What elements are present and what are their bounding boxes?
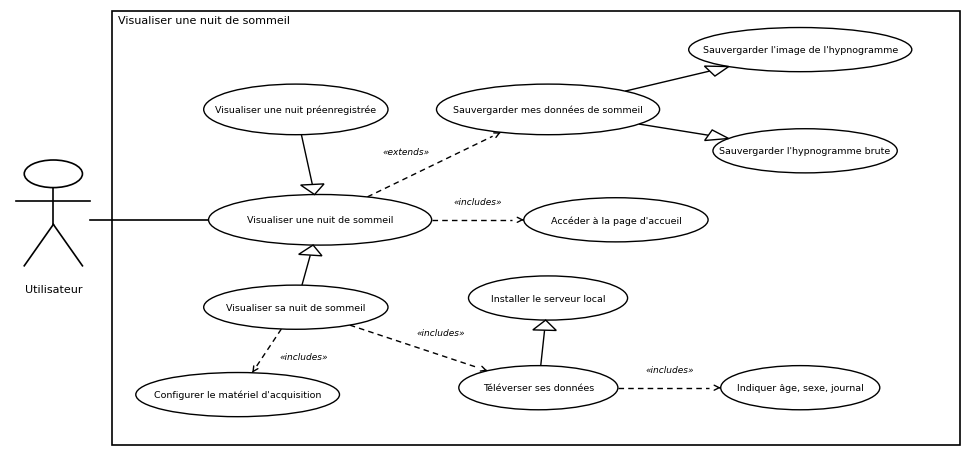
Text: Indiquer âge, sexe, journal: Indiquer âge, sexe, journal — [736, 383, 862, 392]
Ellipse shape — [468, 276, 627, 320]
Ellipse shape — [136, 373, 339, 417]
Polygon shape — [300, 185, 324, 195]
Polygon shape — [703, 131, 728, 141]
Text: Visualiser sa nuit de sommeil: Visualiser sa nuit de sommeil — [226, 303, 365, 312]
Polygon shape — [532, 320, 555, 331]
Text: Visualiser une nuit préenregistrée: Visualiser une nuit préenregistrée — [215, 106, 376, 115]
Ellipse shape — [688, 28, 911, 73]
Ellipse shape — [208, 195, 431, 246]
Ellipse shape — [458, 366, 617, 410]
Text: Sauvergarder mes données de sommeil: Sauvergarder mes données de sommeil — [453, 106, 642, 115]
Text: Sauvergarder l'image de l'hypnogramme: Sauvergarder l'image de l'hypnogramme — [702, 46, 897, 55]
Text: Configurer le matériel d'acquisition: Configurer le matériel d'acquisition — [154, 390, 321, 399]
Polygon shape — [703, 67, 728, 77]
Text: Sauvergarder l'hypnogramme brute: Sauvergarder l'hypnogramme brute — [719, 147, 890, 156]
Ellipse shape — [523, 198, 707, 242]
Text: «includes»: «includes» — [416, 329, 464, 338]
Text: Téléverser ses données: Téléverser ses données — [483, 383, 593, 392]
Text: «extends»: «extends» — [383, 148, 429, 157]
Text: Utilisateur: Utilisateur — [24, 285, 82, 295]
Text: Installer le serveur local: Installer le serveur local — [490, 294, 605, 303]
Text: «includes»: «includes» — [279, 352, 328, 361]
Text: Accéder à la page d'accueil: Accéder à la page d'accueil — [550, 216, 680, 225]
Ellipse shape — [712, 129, 896, 174]
Text: Visualiser une nuit de sommeil: Visualiser une nuit de sommeil — [118, 16, 290, 26]
Text: «includes»: «includes» — [644, 365, 693, 374]
Polygon shape — [298, 246, 322, 256]
Ellipse shape — [720, 366, 879, 410]
Text: Visualiser une nuit de sommeil: Visualiser une nuit de sommeil — [247, 216, 392, 225]
FancyBboxPatch shape — [111, 11, 959, 445]
Ellipse shape — [436, 85, 659, 135]
Ellipse shape — [203, 85, 388, 135]
Text: «includes»: «includes» — [453, 197, 502, 207]
Ellipse shape — [203, 285, 388, 330]
